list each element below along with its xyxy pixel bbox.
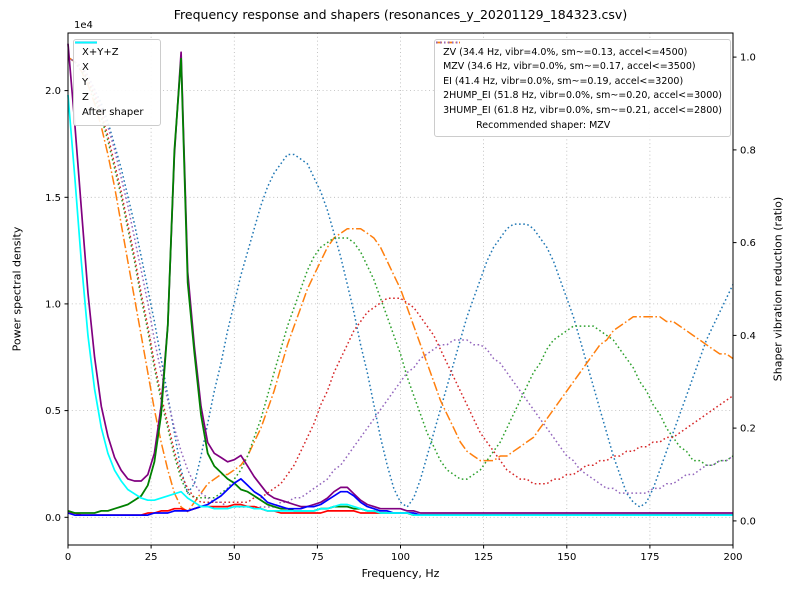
legend-item-y: Y <box>75 41 152 90</box>
x-tick-label: 200 <box>723 552 742 563</box>
y-axis-label-left: Power spectral density <box>10 226 24 352</box>
series-2hump_ei <box>67 56 734 504</box>
x-tick-label: 150 <box>557 552 576 563</box>
legend-item-after: After shaper <box>75 41 152 120</box>
legend-label-z: Z <box>82 91 89 103</box>
y-tick-label-right: 1.0 <box>740 53 756 64</box>
shaper-legend: ZV (34.4 Hz, vibr=4.0%, sm~=0.13, accel<… <box>434 39 731 137</box>
legend-label-mzv: MZV (34.6 Hz, vibr=0.0%, sm~=0.17, accel… <box>443 61 696 73</box>
x-tick-label: 125 <box>474 552 493 563</box>
y-tick-label-left: 1.0 <box>45 299 61 310</box>
y-tick-label-left: 1.5 <box>45 193 61 204</box>
legend-item-3hump_ei: 3HUMP_EI (61.8 Hz, vibr=0.0%, sm~=0.21, … <box>436 41 722 118</box>
legend-label-3hump_ei: 3HUMP_EI (61.8 Hz, vibr=0.0%, sm~=0.21, … <box>443 104 722 116</box>
legend-swatch-3hump_ei <box>436 41 461 44</box>
y-axis-label-right: Shaper vibration reduction (ratio) <box>771 196 785 382</box>
legend-label-2hump_ei: 2HUMP_EI (51.8 Hz, vibr=0.0%, sm~=0.20, … <box>443 90 722 102</box>
y-tick-label-right: 0.8 <box>740 145 756 156</box>
psd-legend: X+Y+Z X Y Z After shaper <box>73 39 161 126</box>
x-tick-label: 75 <box>311 552 324 563</box>
y-tick-label-right: 0.2 <box>740 424 756 435</box>
legend-label-y: Y <box>82 76 89 88</box>
y-tick-label-left: 0.0 <box>45 513 61 524</box>
legend-label-x: X <box>82 61 89 73</box>
series-mzv <box>67 56 734 513</box>
recommended-shaper-label: Recommended shaper: MZV <box>476 119 611 131</box>
legend-label-ei: EI (41.4 Hz, vibr=0.0%, sm~=0.19, accel<… <box>443 75 684 87</box>
legend-item-x: X <box>75 41 152 75</box>
chart-title: Frequency response and shapers (resonanc… <box>173 7 628 22</box>
y-tick-label-right: 0.4 <box>740 331 756 342</box>
y-tick-label-right: 0.0 <box>740 516 756 527</box>
y-tick-label-right: 0.6 <box>740 238 756 249</box>
series-zv <box>67 56 734 508</box>
legend-item-zv: ZV (34.4 Hz, vibr=4.0%, sm~=0.13, accel<… <box>436 41 722 60</box>
series-after <box>67 94 733 516</box>
x-tick-label: 50 <box>228 552 241 563</box>
legend-item-2hump_ei: 2HUMP_EI (51.8 Hz, vibr=0.0%, sm~=0.20, … <box>436 41 722 104</box>
legend-label-after: After shaper <box>82 106 144 118</box>
series-3hump_ei <box>67 56 734 508</box>
y-tick-label-left: 0.5 <box>45 406 61 417</box>
legend-swatch-after <box>75 41 97 44</box>
y-axis-offset-label: 1e4 <box>74 20 93 31</box>
legend-label-sum: X+Y+Z <box>82 46 119 58</box>
series-ei <box>67 56 734 499</box>
x-tick-label: 25 <box>145 552 158 563</box>
x-tick-label: 100 <box>391 552 410 563</box>
shaper-legend-rows: ZV (34.4 Hz, vibr=4.0%, sm~=0.13, accel<… <box>436 41 722 118</box>
x-tick-label: 175 <box>640 552 659 563</box>
legend-item-ei: EI (41.4 Hz, vibr=0.0%, sm~=0.19, accel<… <box>436 41 722 89</box>
x-tick-label: 0 <box>65 552 71 563</box>
x-axis-label: Frequency, Hz <box>361 567 440 580</box>
legend-item-z: Z <box>75 41 152 105</box>
legend-item-sum: X+Y+Z <box>75 41 152 60</box>
legend-label-zv: ZV (34.4 Hz, vibr=4.0%, sm~=0.13, accel<… <box>443 46 688 58</box>
y-tick-label-left: 2.0 <box>45 86 61 97</box>
legend-item-mzv: MZV (34.6 Hz, vibr=0.0%, sm~=0.17, accel… <box>436 41 722 75</box>
